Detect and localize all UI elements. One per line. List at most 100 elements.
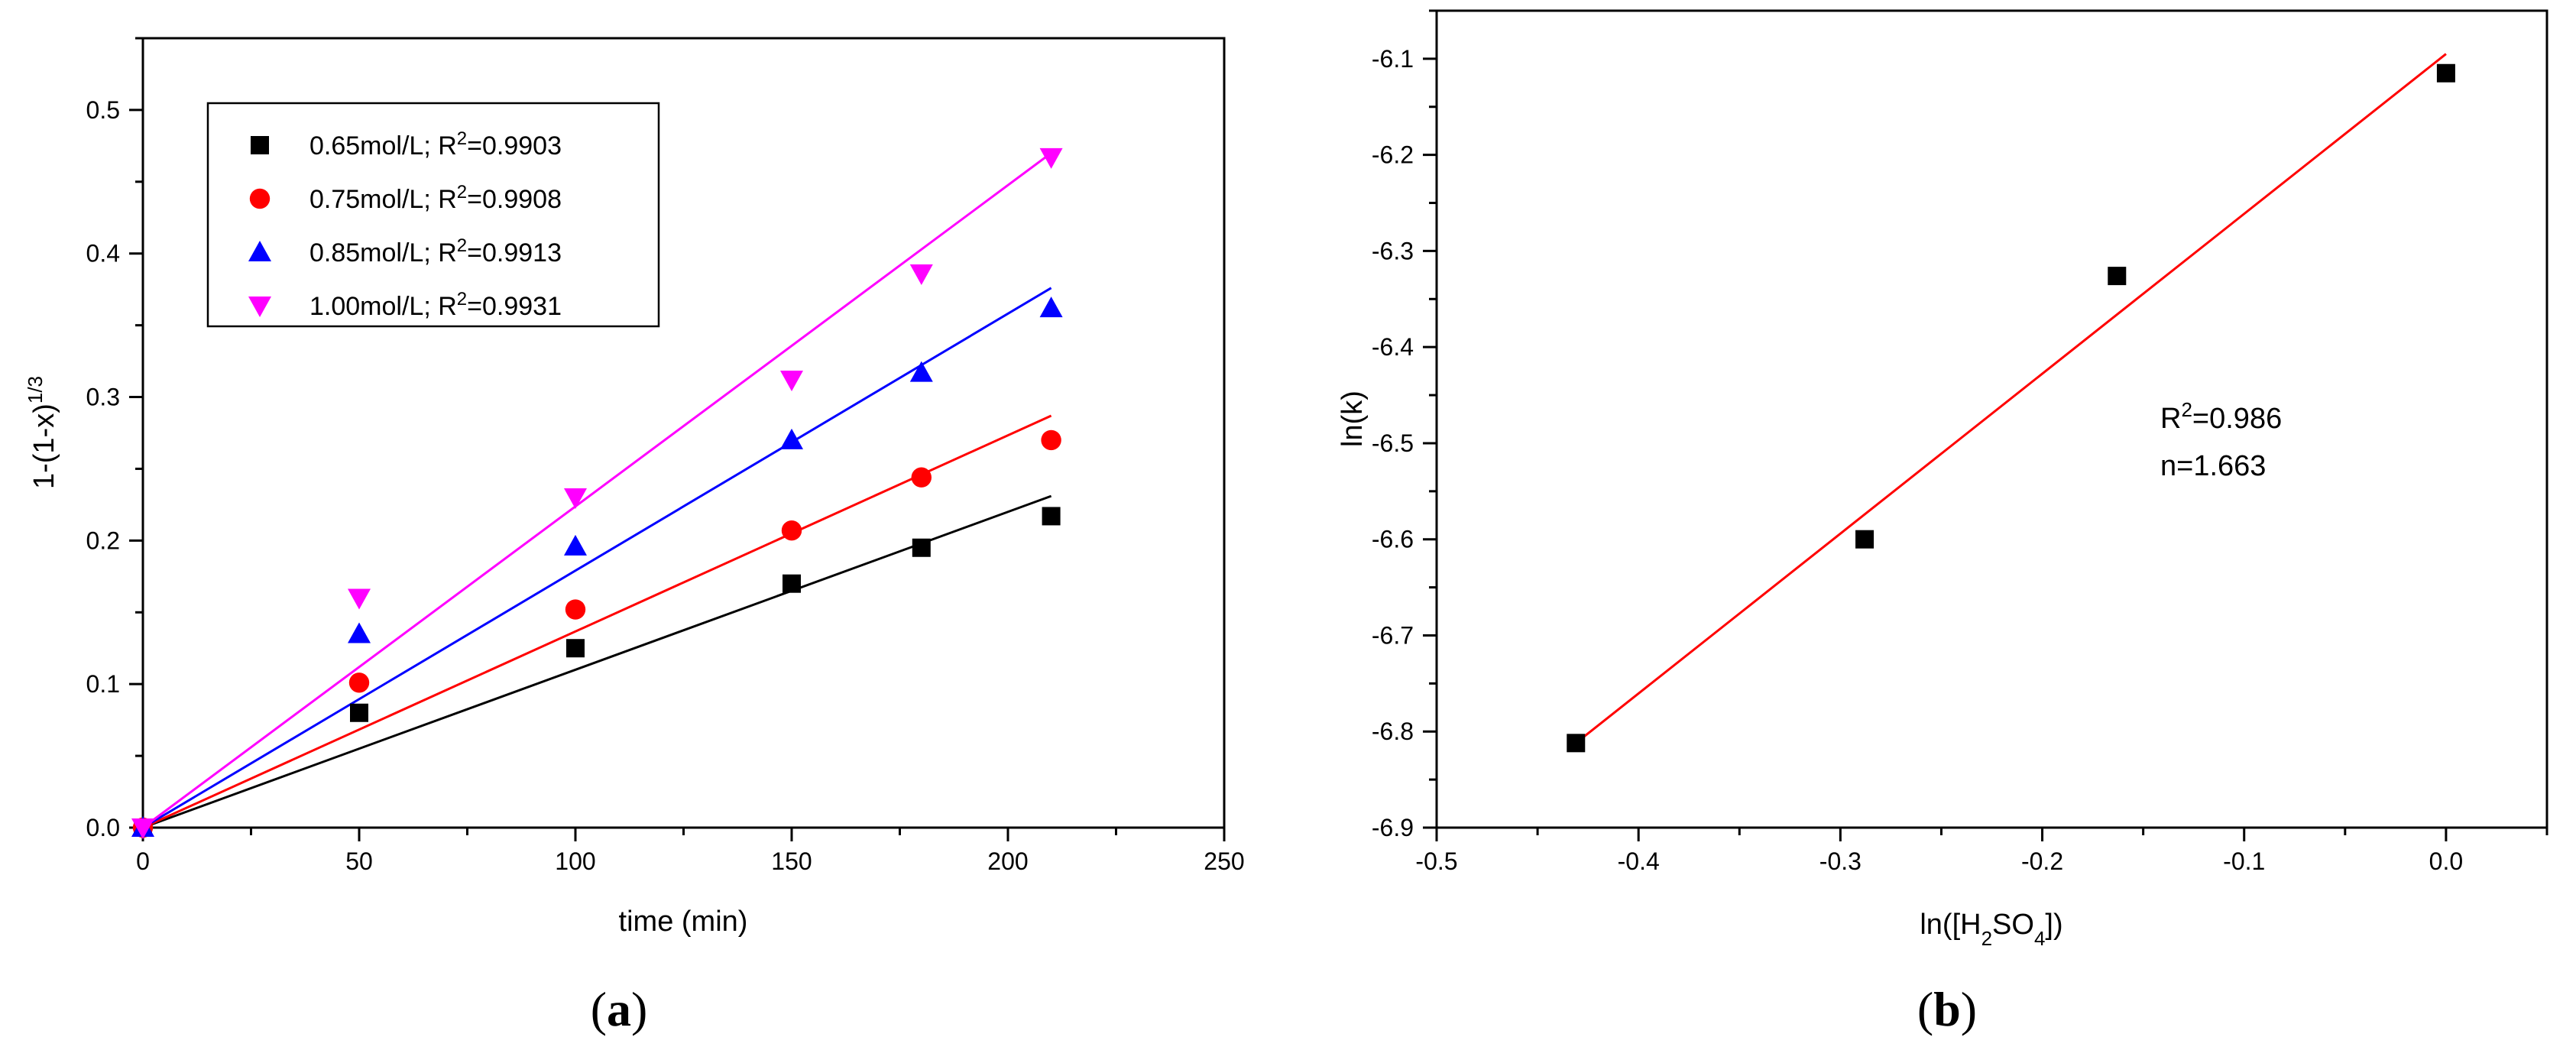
chart-a-panel-letter: a — [607, 982, 631, 1036]
chart-a-legend-label-1: 0.65mol/L; R2=0.9903 — [309, 128, 562, 161]
chart-a-point-series-2 — [781, 520, 802, 541]
chart-b-fit-line — [1575, 53, 2447, 744]
chart-a-legend-label-4: 1.00mol/L; R2=0.9931 — [309, 289, 562, 322]
chart-a-legend-marker-1 — [251, 136, 269, 154]
chart-a-y-tick-label: 0.2 — [86, 527, 120, 554]
chart-b-plot-frame — [1435, 9, 2548, 829]
chart-a-point-series-4 — [1039, 147, 1063, 169]
chart-b-y-tick-label: -6.7 — [1372, 621, 1414, 649]
chart-b-r2-sup: 2 — [2181, 398, 2192, 421]
chart-a-x-tick-label: 0 — [136, 847, 150, 875]
chart-b-x-axis-label: ln([H2SO4]) — [1920, 909, 2062, 950]
chart-a-legend-marker-3 — [248, 241, 271, 261]
chart-b: -0.5 -0.4 -0.3 -0.2 -0.1 0.0 -6.9 -6.8 -6.7 -6.6 -… — [1337, 9, 2548, 1036]
chart-a-fit-line-series-1 — [142, 494, 1052, 829]
chart-b-x-label-sub1: 2 — [1981, 927, 1992, 950]
chart-a: 0 50 100 150 200 250 0.0 0.1 0.2 0.3 0.4 0.5 0.65mo… — [24, 37, 1245, 1036]
chart-b-y-tick-label: -6.9 — [1372, 814, 1414, 841]
chart-a-point-series-1 — [783, 574, 801, 593]
chart-a-point-series-2 — [348, 672, 370, 693]
chart-a-legend-sup: 2 — [457, 128, 467, 149]
chart-a-legend-r2: =0.9908 — [467, 185, 562, 214]
chart-b-panel-close: ) — [1961, 982, 1977, 1036]
chart-a-legend-sup: 2 — [457, 289, 467, 310]
chart-a-point-series-1 — [350, 703, 368, 722]
chart-b-panel-open: ( — [1917, 982, 1933, 1036]
chart-a-legend-marker-2 — [249, 188, 271, 209]
chart-b-y-tick-label: -6.5 — [1372, 429, 1414, 457]
chart-a-x-tick-label: 150 — [771, 847, 812, 875]
chart-a-x-tick-label: 100 — [555, 847, 595, 875]
chart-a-legend-name: 0.65mol/L; R — [309, 131, 457, 160]
chart-a-y-tick-label: 0.1 — [86, 670, 120, 698]
chart-a-point-series-4 — [564, 488, 587, 510]
chart-a-y-tick-label: 0.0 — [86, 814, 120, 841]
chart-b-n-annotation: n=1.663 — [2160, 450, 2266, 482]
chart-b-data-point — [1855, 530, 1874, 549]
chart-a-x-axis-label: time (min) — [619, 906, 748, 938]
chart-a-legend-r2: =0.9931 — [467, 292, 562, 321]
chart-b-y-tick-label: -6.8 — [1372, 718, 1414, 745]
chart-b-y-tick-label: -6.2 — [1372, 141, 1414, 169]
chart-a-legend-label-3: 0.85mol/L; R2=0.9913 — [309, 235, 562, 268]
chart-a-data-points — [131, 147, 1063, 839]
chart-b-ticks: -0.5 -0.4 -0.3 -0.2 -0.1 0.0 -6.9 -6.8 -6.7 -6.6 -… — [1372, 9, 2548, 875]
chart-a-legend-sup: 2 — [457, 235, 467, 256]
chart-a-panel-open: ( — [591, 982, 607, 1036]
chart-a-legend-sup: 2 — [457, 182, 467, 203]
chart-a-fit-line-series-2 — [142, 414, 1052, 829]
chart-b-x-label-sub2: 4 — [2034, 927, 2045, 950]
chart-a-point-series-2 — [1041, 429, 1061, 451]
chart-a-point-series-2 — [911, 467, 932, 488]
chart-a-point-series-1 — [1042, 507, 1061, 526]
chart-a-point-series-3 — [780, 428, 803, 449]
chart-a-legend-name: 1.00mol/L; R — [309, 292, 457, 321]
chart-b-y-tick-label: -6.6 — [1372, 526, 1414, 553]
chart-a-ticks: 0 50 100 150 200 250 0.0 0.1 0.2 0.3 0.4 0.5 — [86, 37, 1245, 875]
chart-b-x-tick-label: -0.4 — [1618, 847, 1660, 875]
chart-b-r2-annotation: R2=0.986 — [2160, 398, 2282, 435]
chart-a-legend-name: 0.85mol/L; R — [309, 238, 457, 267]
chart-b-x-tick-label: 0.0 — [2429, 847, 2463, 875]
chart-a-point-series-3 — [1039, 297, 1063, 318]
chart-b-fit-line-series — [1575, 53, 2447, 744]
chart-a-legend-r2: =0.9903 — [467, 131, 562, 160]
chart-b-r2-pre: R — [2160, 403, 2181, 435]
chart-b-data-point — [2108, 267, 2127, 286]
chart-a-fit-lines — [142, 152, 1052, 829]
chart-a-point-series-4 — [131, 818, 154, 839]
chart-b-x-label-mid: SO — [1992, 909, 2034, 941]
chart-b-data-point — [2436, 63, 2455, 83]
chart-a-y-tick-label: 0.4 — [86, 240, 120, 267]
chart-a-point-series-1 — [566, 639, 585, 658]
chart-a-point-series-3 — [348, 622, 371, 643]
chart-b-x-tick-label: -0.1 — [2223, 847, 2265, 875]
chart-b-panel-letter: b — [1933, 982, 1961, 1036]
chart-b-x-label-pre: ln([H — [1920, 909, 1981, 941]
chart-a-x-tick-label: 50 — [345, 847, 373, 875]
chart-a-x-tick-label: 250 — [1204, 847, 1244, 875]
chart-b-y-tick-label: -6.4 — [1372, 333, 1414, 361]
chart-a-panel-close: ) — [631, 982, 647, 1036]
chart-a-y-tick-label: 0.5 — [86, 96, 120, 124]
chart-b-x-tick-label: -0.2 — [2021, 847, 2063, 875]
chart-a-legend-r2: =0.9913 — [467, 238, 562, 267]
chart-a-y-tick-label: 0.3 — [86, 384, 120, 411]
chart-a-panel-label: (a) — [591, 982, 648, 1036]
chart-a-point-series-1 — [912, 538, 931, 557]
chart-a-fit-line-series-4 — [142, 152, 1052, 829]
chart-a-y-axis-label: 1-(1-x)1/3 — [24, 376, 60, 489]
chart-a-point-series-4 — [348, 588, 371, 610]
chart-a-point-series-2 — [565, 599, 586, 620]
chart-b-y-axis-label: ln(k) — [1337, 391, 1369, 447]
chart-a-y-axis-label-main: 1-(1-x) — [28, 403, 60, 489]
chart-b-x-label-post: ]) — [2045, 909, 2062, 941]
chart-a-y-axis-label-sup: 1/3 — [24, 376, 47, 403]
chart-b-x-tick-label: -0.5 — [1415, 847, 1457, 875]
chart-a-point-series-3 — [909, 361, 933, 382]
chart-b-y-tick-label: -6.1 — [1372, 45, 1414, 73]
chart-a-x-tick-label: 200 — [987, 847, 1028, 875]
